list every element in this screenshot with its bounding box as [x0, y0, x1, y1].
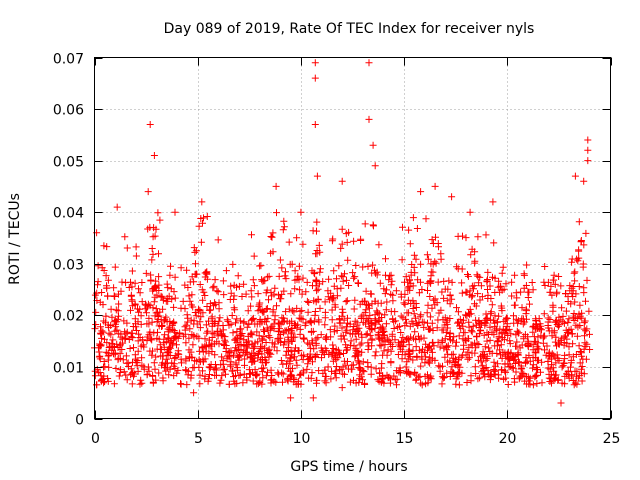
plot-frame — [94, 57, 611, 419]
y-tick-label: 0.07 — [53, 52, 84, 68]
chart-title: Day 089 of 2019, Rate Of TEC Index for r… — [164, 21, 535, 37]
x-tick-label: 20 — [499, 431, 517, 447]
x-tick-label: 25 — [603, 431, 621, 447]
y-tick-label: 0.03 — [53, 258, 84, 274]
x-axis-label: GPS time / hours — [290, 459, 407, 475]
data-points — [91, 59, 594, 407]
x-tick-label: 5 — [194, 431, 203, 447]
x-tick-label: 10 — [293, 431, 311, 447]
y-tick-label: 0.02 — [53, 309, 84, 325]
x-tick-label: 0 — [91, 431, 100, 447]
y-tick-label: 0.05 — [53, 155, 84, 171]
axis-ticks — [94, 57, 612, 420]
y-tick-label: 0.06 — [53, 103, 84, 119]
x-tick-labels: 0 5 10 15 20 25 — [91, 431, 620, 447]
y-tick-labels: 0 0.01 0.02 0.03 0.04 0.05 0.06 0.07 — [53, 52, 84, 429]
y-tick-label: 0.01 — [53, 361, 84, 377]
y-tick-label: 0.04 — [53, 206, 84, 222]
data-point — [91, 59, 594, 407]
y-tick-label: 0 — [75, 413, 84, 429]
x-tick-label: 15 — [396, 431, 414, 447]
y-axis-label: ROTI / TECUs — [7, 193, 23, 285]
